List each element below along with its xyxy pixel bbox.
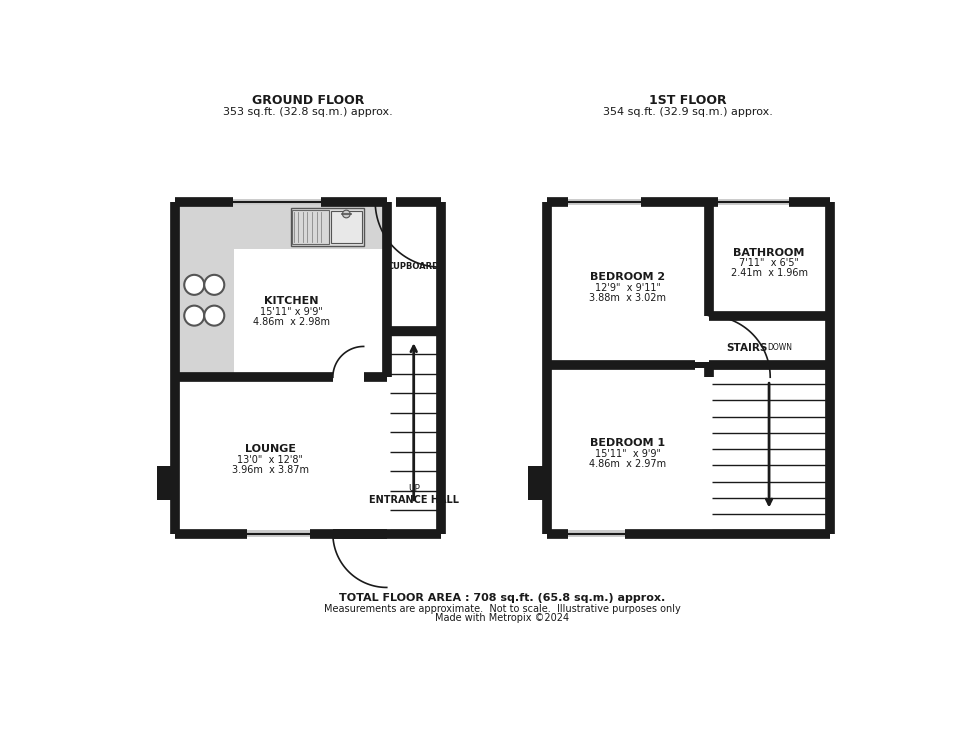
Text: 12'9"  x 9'11": 12'9" x 9'11" bbox=[595, 283, 661, 293]
Text: Measurements are approximate.  Not to scale.  Illustrative purposes only: Measurements are approximate. Not to sca… bbox=[323, 604, 681, 614]
Text: GROUND FLOOR: GROUND FLOOR bbox=[252, 94, 364, 107]
Text: DOWN: DOWN bbox=[767, 344, 793, 352]
Text: BEDROOM 2: BEDROOM 2 bbox=[590, 272, 665, 282]
Text: BATHROOM: BATHROOM bbox=[733, 248, 805, 257]
Text: 354 sq.ft. (32.9 sq.m.) approx.: 354 sq.ft. (32.9 sq.m.) approx. bbox=[604, 107, 773, 116]
Bar bbox=[567, 531, 625, 537]
Circle shape bbox=[204, 275, 224, 295]
Text: BEDROOM 1: BEDROOM 1 bbox=[590, 438, 665, 448]
Bar bbox=[548, 202, 829, 533]
Bar bbox=[292, 210, 329, 244]
Text: 15'11"  x 9'9": 15'11" x 9'9" bbox=[595, 449, 661, 459]
Bar bbox=[175, 205, 387, 249]
Bar bbox=[695, 362, 709, 368]
Bar bbox=[175, 238, 233, 376]
Text: CUPBOARD: CUPBOARD bbox=[388, 262, 440, 271]
Text: KITCHEN: KITCHEN bbox=[265, 296, 318, 306]
Bar bbox=[175, 202, 440, 533]
Bar bbox=[330, 211, 363, 243]
Text: 3.96m  x 3.87m: 3.96m x 3.87m bbox=[232, 465, 309, 475]
Text: 15'11" x 9'9": 15'11" x 9'9" bbox=[260, 306, 322, 317]
Text: 1ST FLOOR: 1ST FLOOR bbox=[650, 94, 727, 107]
Text: LOUNGE: LOUNGE bbox=[245, 444, 296, 454]
Bar bbox=[247, 531, 310, 537]
Circle shape bbox=[184, 275, 204, 295]
Text: STAIRS: STAIRS bbox=[726, 343, 767, 353]
Circle shape bbox=[204, 306, 224, 325]
Text: Made with Metropix ©2024: Made with Metropix ©2024 bbox=[435, 613, 569, 624]
Text: UP: UP bbox=[408, 485, 419, 493]
Bar bbox=[233, 199, 321, 205]
Text: 3.88m  x 3.02m: 3.88m x 3.02m bbox=[589, 293, 666, 303]
Text: 2.41m  x 1.96m: 2.41m x 1.96m bbox=[730, 268, 808, 279]
Bar bbox=[527, 466, 549, 501]
Circle shape bbox=[184, 306, 204, 325]
Text: 353 sq.ft. (32.8 sq.m.) approx.: 353 sq.ft. (32.8 sq.m.) approx. bbox=[223, 107, 393, 116]
Text: 7'11"  x 6'5": 7'11" x 6'5" bbox=[739, 258, 799, 268]
Text: 13'0"  x 12'8": 13'0" x 12'8" bbox=[237, 455, 303, 465]
Bar bbox=[158, 466, 176, 501]
Text: TOTAL FLOOR AREA : 708 sq.ft. (65.8 sq.m.) approx.: TOTAL FLOOR AREA : 708 sq.ft. (65.8 sq.m… bbox=[339, 594, 665, 603]
Text: 4.86m  x 2.98m: 4.86m x 2.98m bbox=[253, 317, 330, 327]
Bar bbox=[290, 208, 364, 246]
Bar bbox=[290, 208, 364, 246]
Text: 4.86m  x 2.97m: 4.86m x 2.97m bbox=[589, 459, 666, 469]
Bar bbox=[567, 199, 641, 205]
Circle shape bbox=[342, 210, 350, 218]
Bar bbox=[717, 199, 789, 205]
Text: ENTRANCE HALL: ENTRANCE HALL bbox=[368, 495, 459, 504]
